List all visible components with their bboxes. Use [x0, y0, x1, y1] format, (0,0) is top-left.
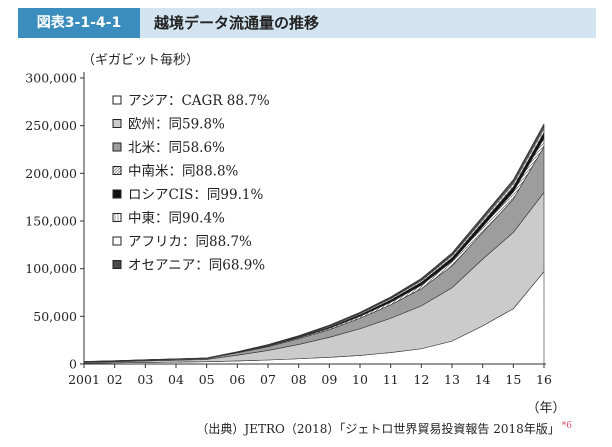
x-tick-label: 15 [505, 372, 521, 387]
legend-marker [112, 142, 122, 152]
source-note: （出典）JETRO（2018）「ジェトロ世界貿易投資報告 2018年版」 *6 [196, 420, 572, 437]
legend-marker [112, 119, 122, 128]
legend-marker [112, 260, 122, 269]
figure-number-badge: 図表3-1-4-1 [18, 8, 140, 38]
y-tick-label: 0 [69, 357, 77, 372]
legend-marker [112, 166, 122, 175]
source-text: （出典）JETRO（2018）「ジェトロ世界貿易投資報告 2018年版」 [196, 422, 560, 436]
legend-label: 欧州：同59.8% [128, 117, 225, 133]
y-tick-label: 100,000 [25, 261, 77, 276]
y-tick-label: 200,000 [25, 166, 77, 181]
y-tick-labels: 0 50,000 100,000 150,000 200,000 250,000 300,0… [25, 71, 84, 372]
x-tick-label: 2001 [68, 372, 100, 387]
legend-label: ロシアCIS：同99.1% [128, 187, 263, 203]
legend-marker [112, 189, 122, 199]
x-tick-label: 14 [475, 372, 491, 387]
x-tick-label: 06 [229, 372, 245, 387]
legend-marker [112, 95, 122, 105]
x-tick-label: 07 [260, 372, 276, 387]
x-tick-label: 09 [321, 372, 337, 387]
x-tick-label: 02 [107, 372, 123, 387]
legend-label: アフリカ：同88.7% [128, 234, 252, 250]
y-axis-label: （ギガビット毎秒） [82, 52, 199, 68]
legend-marker [112, 213, 122, 222]
legend-label: 中南米：同88.8% [128, 164, 239, 180]
x-tick-labels: 2001 02 03 04 05 06 07 08 09 10 11 12 13 14 15 16 [68, 364, 552, 387]
x-tick-label: 12 [413, 372, 429, 387]
chart-title: 越境データ流通量の推移 [154, 14, 320, 32]
x-axis-label: （年） [526, 401, 565, 416]
x-tick-label: 08 [291, 372, 307, 387]
legend-label: オセアニア：同68.9% [128, 258, 265, 274]
x-tick-label: 04 [168, 372, 184, 387]
series-area-7 [83, 123, 545, 362]
y-tick-label: 250,000 [25, 118, 77, 133]
x-tick-label: 03 [137, 372, 153, 387]
x-tick-label: 11 [383, 372, 399, 387]
legend-label: アジア：CAGR 88.7% [128, 93, 270, 109]
x-tick-label: 16 [536, 372, 552, 387]
axes [83, 72, 546, 365]
legend-label: 中東：同90.4% [128, 211, 225, 227]
legend-label: 北米：同58.6% [128, 140, 225, 156]
legend-marker [112, 236, 122, 246]
x-tick-label: 05 [199, 372, 215, 387]
source-footnote-ref: *6 [561, 421, 572, 431]
x-tick-label: 13 [444, 372, 460, 387]
y-tick-label: 50,000 [33, 309, 77, 324]
legend: アジア：CAGR 88.7% 欧州：同59.8% 北米：同58.6% 中南米：同88.… [112, 93, 270, 274]
x-tick-label: 10 [352, 372, 368, 387]
y-tick-label: 150,000 [25, 214, 77, 229]
y-tick-label: 300,000 [25, 71, 77, 86]
